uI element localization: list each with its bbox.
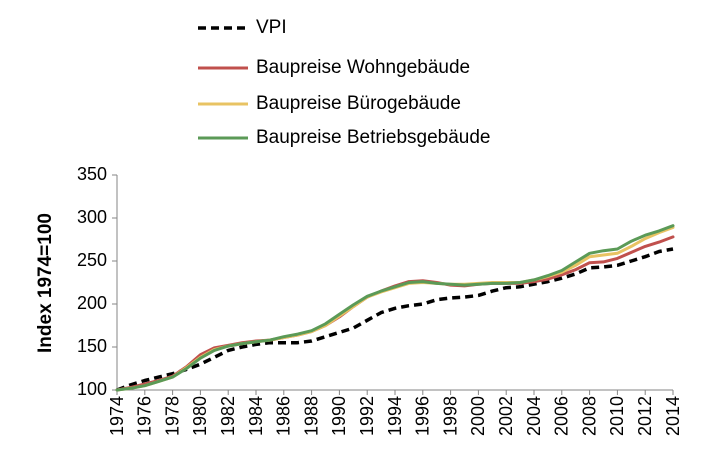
legend-label-3: Baupreise Betriebsgebäude bbox=[256, 127, 491, 148]
x-tick-label: 1990 bbox=[329, 396, 349, 436]
plot-lines bbox=[115, 224, 675, 392]
legend: VPI Baupreise Wohngebäude Baupreise Büroge… bbox=[198, 17, 491, 148]
y-axis-title: Index 1974=100 bbox=[35, 213, 56, 353]
legend-label-1: Baupreise Wohngebäude bbox=[256, 57, 470, 78]
x-tick-label: 1974 bbox=[107, 396, 127, 436]
y-tick-label: 250 bbox=[77, 250, 107, 270]
x-tick-label: 1976 bbox=[135, 396, 155, 436]
x-tick-label: 2014 bbox=[663, 396, 683, 436]
y-tick-label: 100 bbox=[77, 379, 107, 399]
series-line-0 bbox=[116, 247, 674, 392]
x-tick-label: 2008 bbox=[579, 396, 599, 436]
x-tick-label: 1984 bbox=[246, 396, 266, 436]
x-tick-label: 2002 bbox=[496, 396, 516, 436]
series-line-1 bbox=[115, 235, 675, 392]
axes: 100 150 200 250 300 350 1974 1976 1978 1980 1982 19… bbox=[77, 164, 683, 436]
x-tick-label: 1988 bbox=[301, 396, 321, 436]
x-tick-label: 2004 bbox=[524, 396, 544, 436]
y-tick-label: 350 bbox=[77, 164, 107, 184]
x-tick-label: 1994 bbox=[385, 396, 405, 436]
y-tick-label: 200 bbox=[77, 293, 107, 313]
x-tick-label: 1998 bbox=[440, 396, 460, 436]
legend-label-0: VPI bbox=[256, 17, 287, 38]
x-tick-label: 1996 bbox=[413, 396, 433, 436]
y-tick-label: 150 bbox=[77, 336, 107, 356]
x-tick-label: 1986 bbox=[274, 396, 294, 436]
x-tick-label: 2010 bbox=[607, 396, 627, 436]
series-line-3 bbox=[115, 224, 675, 392]
x-tick-label: 1982 bbox=[218, 396, 238, 436]
x-tick-label: 1978 bbox=[162, 396, 182, 436]
x-tick-label: 2012 bbox=[635, 396, 655, 436]
x-tick-label: 1992 bbox=[357, 396, 377, 436]
y-tick-label: 300 bbox=[77, 207, 107, 227]
x-tick-label: 2000 bbox=[468, 396, 488, 436]
x-tick-label: 1980 bbox=[190, 396, 210, 436]
x-tick-label: 2006 bbox=[552, 396, 572, 436]
legend-label-2: Baupreise Bürogebäude bbox=[256, 93, 461, 114]
